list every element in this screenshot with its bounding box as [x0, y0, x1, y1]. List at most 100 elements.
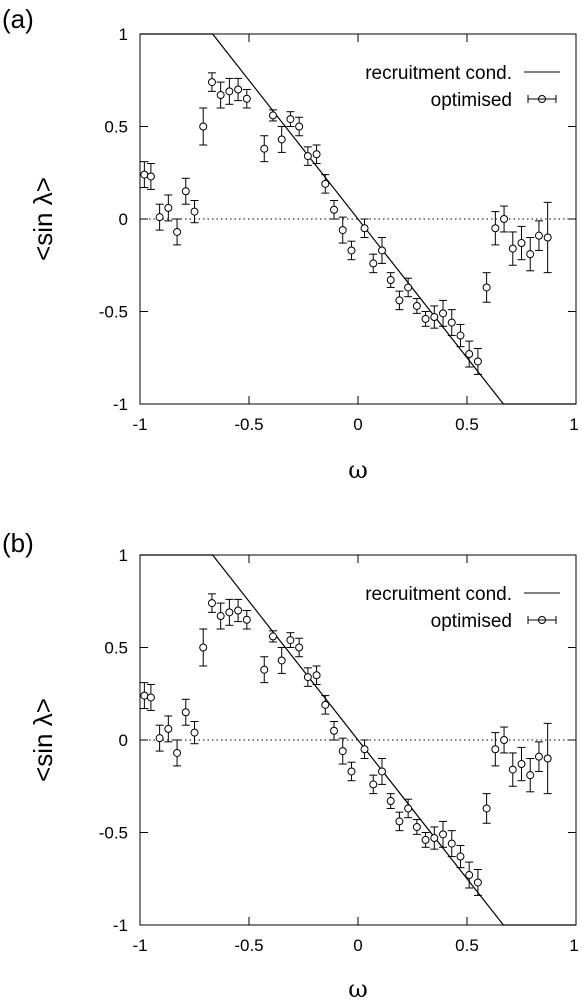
- data-point: [286, 111, 295, 127]
- data-point: [439, 299, 448, 327]
- data-point: [164, 715, 173, 743]
- x-tick-label: 0: [353, 936, 362, 955]
- data-point: [347, 240, 356, 261]
- point-marker: [303, 152, 312, 161]
- point-marker: [377, 767, 386, 776]
- data-point: [430, 826, 439, 850]
- legend-label-recruitment: recruitment cond.: [365, 584, 512, 605]
- point-marker: [439, 830, 448, 839]
- y-tick-label: 0.5: [104, 118, 128, 137]
- point-marker: [534, 231, 543, 240]
- point-marker: [526, 250, 535, 259]
- data-point: [295, 637, 304, 658]
- data-point: [412, 298, 421, 314]
- data-point: [491, 211, 500, 246]
- data-point: [207, 72, 216, 92]
- data-point: [491, 732, 500, 767]
- data-point: [482, 272, 491, 303]
- y-tick: -0.5: [99, 303, 576, 322]
- data-point: [155, 203, 164, 231]
- data-point: [447, 309, 456, 337]
- x-tick: 0.5: [455, 34, 479, 434]
- chart-panel-a: (a) -1 -0.5 0 0.5 1: [2, 4, 579, 484]
- data-point: [268, 109, 277, 122]
- data-point: [508, 752, 517, 787]
- point-marker: [421, 835, 430, 844]
- point-marker: [140, 170, 149, 179]
- x-tick-label: -0.5: [234, 936, 263, 955]
- legend-label-optimised: optimised: [431, 611, 512, 632]
- point-marker: [412, 822, 421, 831]
- x-tick-label: 0.5: [455, 415, 479, 434]
- point-marker: [295, 122, 304, 131]
- data-point: [321, 174, 330, 194]
- point-marker: [242, 94, 251, 103]
- data-point: [181, 177, 190, 205]
- point-marker: [491, 224, 500, 233]
- data-point: [517, 225, 526, 261]
- data-point: [199, 628, 208, 667]
- point-marker: [260, 665, 269, 674]
- point-marker: [543, 233, 552, 242]
- point-marker: [164, 724, 173, 733]
- point-marker: [225, 87, 234, 96]
- point-marker: [430, 313, 439, 322]
- data-point: [534, 741, 543, 772]
- point-marker: [465, 871, 474, 880]
- point-marker: [199, 122, 208, 131]
- point-marker: [312, 671, 321, 680]
- data-point: [146, 163, 155, 190]
- data-point: [360, 218, 369, 238]
- panel-label: (b): [2, 528, 34, 558]
- data-point: [465, 340, 474, 368]
- data-point: [482, 793, 491, 824]
- data-point: [140, 161, 149, 189]
- x-tick: -0.5: [234, 555, 264, 955]
- legend-label-optimised: optimised: [431, 90, 512, 111]
- data-point: [199, 107, 208, 146]
- x-axis: -1 -0.5 0 0.5 1: [132, 34, 579, 434]
- x-axis-label: ω: [348, 975, 368, 1003]
- data-point: [456, 323, 465, 348]
- point-marker: [543, 754, 552, 763]
- point-marker: [534, 752, 543, 761]
- point-marker: [216, 91, 225, 100]
- data-point: [242, 89, 251, 109]
- point-marker: [360, 224, 369, 233]
- plot-area: [140, 554, 576, 926]
- data-point: [500, 205, 509, 233]
- point-marker: [395, 817, 404, 826]
- data-point: [534, 220, 543, 251]
- data-point: [164, 194, 173, 222]
- point-marker: [404, 804, 413, 813]
- y-axis-label: <sin λ>: [28, 698, 58, 782]
- point-marker: [491, 745, 500, 754]
- point-marker: [216, 612, 225, 621]
- data-point: [260, 656, 269, 684]
- point-marker: [140, 691, 149, 700]
- data-point: [377, 758, 386, 785]
- data-point: [447, 830, 456, 858]
- data-point: [526, 758, 535, 793]
- data-point: [312, 144, 321, 164]
- data-point: [173, 739, 182, 767]
- x-tick-label: -0.5: [234, 415, 263, 434]
- point-marker: [155, 734, 164, 743]
- y-axis: 1 0.5 0 -0.5 -1: [99, 546, 576, 935]
- point-marker: [360, 745, 369, 754]
- data-point: [190, 721, 199, 745]
- y-tick-label: -1: [113, 395, 128, 414]
- data-point: [543, 722, 552, 795]
- data-point: [421, 832, 430, 848]
- y-tick-label: -1: [113, 916, 128, 935]
- point-marker: [146, 172, 155, 181]
- point-marker: [268, 111, 277, 120]
- point-marker: [173, 227, 182, 236]
- data-point: [268, 630, 277, 643]
- point-marker: [330, 726, 339, 735]
- y-tick-label: -0.5: [99, 824, 128, 843]
- data-point: [338, 737, 347, 765]
- data-point: [330, 721, 339, 741]
- point-marker: [164, 203, 173, 212]
- legend-label-recruitment: recruitment cond.: [365, 63, 512, 84]
